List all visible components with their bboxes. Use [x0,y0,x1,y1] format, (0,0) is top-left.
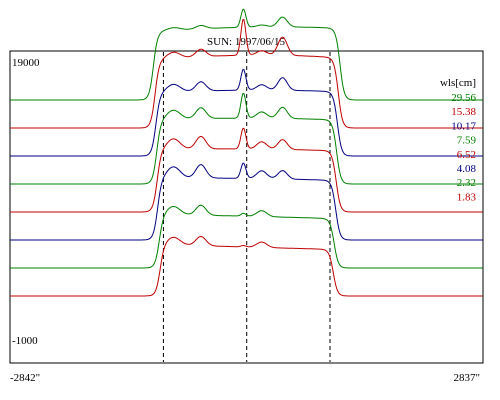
series-line-15.38 [10,19,483,129]
reference-lines [162,52,331,362]
series-line-29.56 [10,8,483,101]
series-line-2.32 [10,204,483,269]
series-line-4.08 [10,162,483,241]
y-top-label: 19000 [12,57,40,69]
series-line-7.59 [10,93,483,185]
legend-item-4.08: 4.08 [457,163,477,175]
legend-item-15.38: 15.38 [451,106,476,118]
legend: 29.56 15.38 10.17 7.59 6.52 4.08 2.32 1.83 [451,92,476,203]
legend-item-10.17: 10.17 [451,120,476,132]
legend-item-2.32: 2.32 [457,177,476,189]
legend-item-6.52: 6.52 [457,149,476,161]
x-left-label: -2842" [10,372,40,384]
y-bottom-label: -1000 [12,335,38,347]
legend-item-7.59: 7.59 [457,135,477,147]
legend-item-29.56: 29.56 [451,92,476,104]
series-line-6.52 [10,127,483,213]
legend-title: wls[cm] [440,77,476,89]
legend-item-1.83: 1.83 [457,191,477,203]
series-line-1.83 [10,235,483,297]
series-group [10,8,483,297]
series-line-10.17 [10,69,483,157]
x-right-label: 2837" [454,372,481,384]
chart-title: SUN: 1997/06/15 [207,36,285,48]
